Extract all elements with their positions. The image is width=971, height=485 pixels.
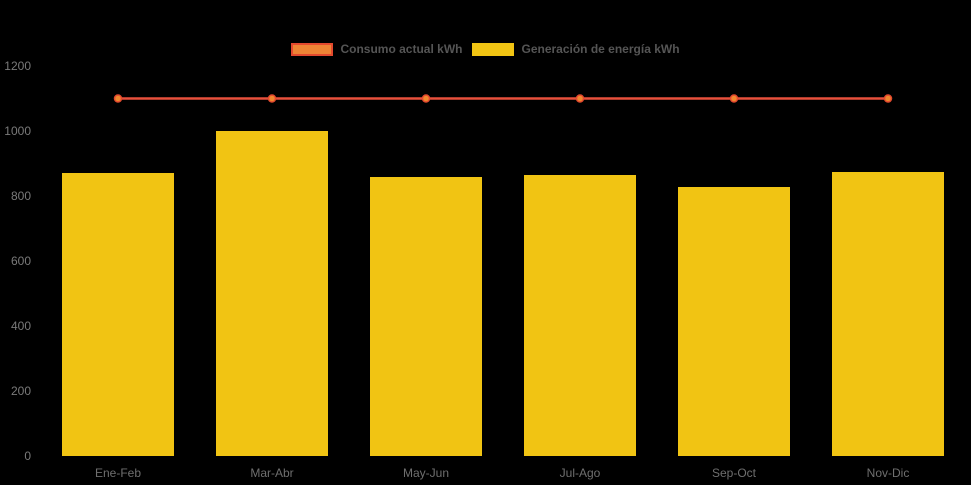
- legend-label-consumo-actual: Consumo actual kWh: [340, 42, 463, 56]
- y-tick-label-800: 800: [10, 189, 31, 203]
- bar-ene-feb[interactable]: [62, 173, 174, 456]
- line-point-nov-dic[interactable]: [883, 94, 893, 103]
- y-tick-label-200: 200: [10, 384, 31, 398]
- y-tick-label-1200: 1200: [4, 59, 31, 73]
- x-tick-label-may-jun: May-Jun: [402, 466, 449, 480]
- legend-label-generacion-energia: Generación de energía kWh: [521, 42, 680, 56]
- bar-may-jun[interactable]: [370, 177, 482, 456]
- line-point-jul-ago[interactable]: [575, 94, 585, 103]
- line-point-may-jun[interactable]: [421, 94, 431, 103]
- x-tick-label-ene-feb: Ene-Feb: [94, 466, 142, 480]
- line-point-sep-oct[interactable]: [729, 94, 739, 103]
- line-point-ene-feb[interactable]: [113, 94, 123, 103]
- x-tick-label-jul-ago: Jul-Ago: [559, 466, 601, 480]
- legend-item-generacion-energia[interactable]: Generación de energía kWh: [472, 42, 680, 56]
- bar-nov-dic[interactable]: [832, 171, 944, 456]
- y-tick-label-0: 0: [24, 449, 31, 463]
- x-tick-label-mar-abr: Mar-Abr: [250, 466, 294, 480]
- legend-item-consumo-actual[interactable]: Consumo actual kWh: [291, 42, 462, 56]
- bar-jul-ago[interactable]: [524, 175, 636, 456]
- y-tick-label-400: 400: [10, 319, 31, 333]
- bar-mar-abr[interactable]: [216, 131, 328, 456]
- legend-swatch-line-icon: [291, 42, 334, 56]
- x-tick-label-sep-oct: Sep-Oct: [711, 466, 756, 480]
- y-tick-label-600: 600: [10, 254, 31, 268]
- line-point-mar-abr[interactable]: [267, 94, 277, 103]
- legend-swatch-bar-icon: [472, 42, 515, 56]
- chart-legend: Consumo actual kWh Generación de energía…: [0, 41, 971, 57]
- bar-sep-oct[interactable]: [678, 186, 790, 456]
- y-tick-label-1000: 1000: [4, 124, 31, 138]
- x-tick-label-nov-dic: Nov-Dic: [866, 466, 910, 480]
